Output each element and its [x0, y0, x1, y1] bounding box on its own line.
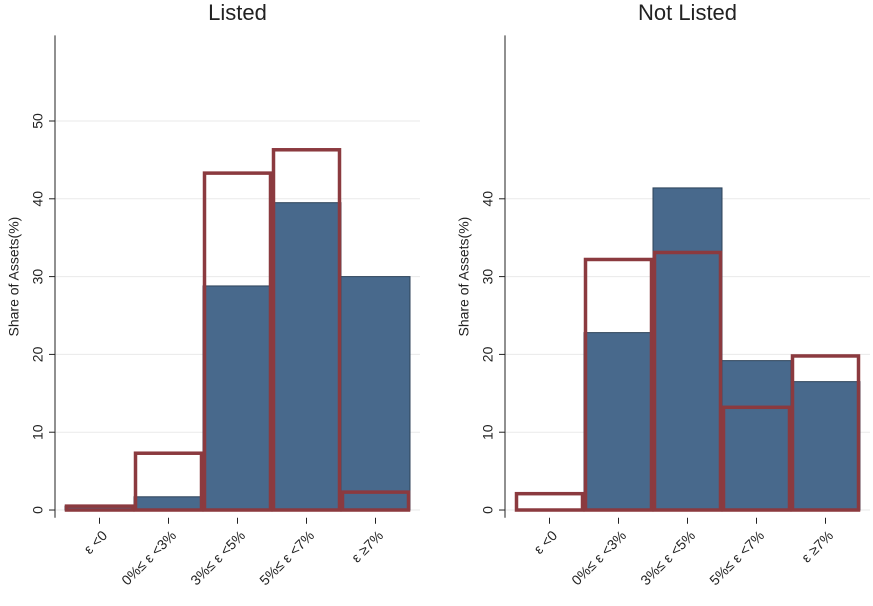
chart-title: Listed — [208, 0, 267, 25]
y-axis-label: Share of Assets(%) — [456, 217, 472, 337]
y-tick-label: 20 — [480, 346, 496, 362]
bar — [721, 360, 792, 511]
y-tick-label: 10 — [480, 424, 496, 440]
y-tick-label: 0 — [480, 506, 496, 514]
chart-title: Not Listed — [638, 0, 737, 25]
bar — [202, 285, 273, 511]
outline-bar — [202, 171, 273, 512]
bar — [271, 202, 342, 511]
x-tick-label: 5%≤ ε <7% — [256, 527, 317, 588]
y-tick-label: 0 — [30, 506, 46, 514]
y-tick-label: 30 — [480, 269, 496, 285]
x-tick-label: ε <0 — [80, 527, 110, 557]
outline-bar — [64, 504, 135, 512]
outline-bar — [583, 257, 654, 512]
y-tick-label: 40 — [480, 191, 496, 207]
outline-bar — [790, 354, 861, 512]
outline-bar — [340, 490, 411, 512]
outline-bar — [514, 491, 585, 512]
x-tick-label: ε ≥7% — [798, 527, 836, 565]
y-tick-label: 10 — [30, 424, 46, 440]
x-tick-label: 3%≤ ε <5% — [187, 527, 248, 588]
x-tick-label: ε ≥7% — [348, 527, 386, 565]
x-tick-label: 0%≤ ε <3% — [118, 527, 179, 588]
bar — [652, 187, 723, 511]
outline-bar — [721, 405, 792, 512]
y-tick-label: 30 — [30, 269, 46, 285]
x-tick-label: 3%≤ ε <5% — [637, 527, 698, 588]
bar — [133, 496, 204, 511]
y-tick-label: 50 — [30, 113, 46, 129]
outline-bar — [271, 148, 342, 512]
x-tick-label: 0%≤ ε <3% — [568, 527, 629, 588]
bar — [790, 381, 861, 511]
outline-bar — [652, 250, 723, 512]
outline-bar — [133, 451, 204, 512]
y-axis-label: Share of Assets(%) — [6, 217, 22, 337]
y-tick-label: 40 — [30, 191, 46, 207]
bar — [583, 332, 654, 511]
x-tick-label: 5%≤ ε <7% — [706, 527, 767, 588]
y-tick-label: 20 — [30, 346, 46, 362]
bar — [340, 276, 411, 511]
x-tick-label: ε <0 — [530, 527, 560, 557]
